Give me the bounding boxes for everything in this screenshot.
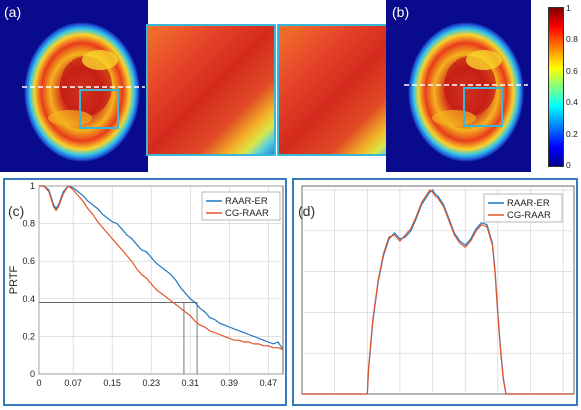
colorbar-tick-labels: 1 0.8 0.6 0.4 0.2 0 — [566, 2, 581, 170]
series-line-cg-raar — [302, 189, 574, 395]
colorbar-tick: 0.2 — [566, 129, 578, 139]
y-tick-label: 0.4 — [22, 294, 35, 304]
series-line-raar-er — [39, 185, 284, 350]
panel-label: (d) — [298, 203, 315, 219]
x-tick-label: 0.47 — [260, 378, 278, 388]
y-tick-label: 0 — [30, 369, 35, 379]
prtf-chart: 0 0.07 0.15 0.23 0.31 0.39 0.47 0 0.2 0.4 0.6 0.8 1 R… — [8, 181, 284, 388]
y-tick-label: 0.6 — [22, 256, 35, 266]
y-tick-label: 0.2 — [22, 331, 35, 341]
x-tick-label: 0.39 — [221, 378, 239, 388]
panel-label-b: (b) — [392, 4, 410, 20]
series-line-cg-raar — [39, 185, 284, 351]
legend-label: CG-RAAR — [507, 210, 551, 221]
legend-box — [483, 193, 563, 223]
legend-label: RAAR-ER — [507, 198, 550, 209]
x-tick-label: 0.07 — [64, 378, 82, 388]
colorbar-tick: 1 — [566, 3, 571, 13]
panel-c-frame — [3, 178, 287, 406]
colorbar-tick: 0.4 — [566, 97, 578, 107]
x-tick-label: 0.15 — [103, 378, 121, 388]
colorbar-tick: 0.6 — [566, 66, 578, 76]
legend-box — [201, 191, 281, 221]
panel-label: (c) — [8, 203, 24, 219]
panel-a-map: (a) — [0, 0, 148, 172]
colorbar-tick: 0 — [566, 160, 571, 170]
x-tick-label: 0.31 — [182, 378, 200, 388]
x-tick-label: 0 — [36, 378, 41, 388]
y-tick-label: 1 — [30, 181, 35, 191]
panel-a-heatmap — [22, 22, 145, 162]
colorbar-tick: 0.8 — [566, 34, 578, 44]
legend-label: RAAR-ER — [225, 196, 268, 207]
y-axis-label: PRTF — [8, 265, 20, 294]
inset-a — [146, 24, 276, 156]
panel-label-a: (a) — [4, 4, 22, 20]
panel-d-frame — [292, 178, 578, 406]
panel-b-heatmap — [404, 22, 528, 162]
legend-label: CG-RAAR — [225, 208, 269, 219]
x-tick-label: 0.23 — [142, 378, 160, 388]
panel-b-map: (b) — [386, 0, 531, 172]
y-tick-label: 0.8 — [22, 219, 35, 229]
colorbar — [548, 7, 564, 167]
